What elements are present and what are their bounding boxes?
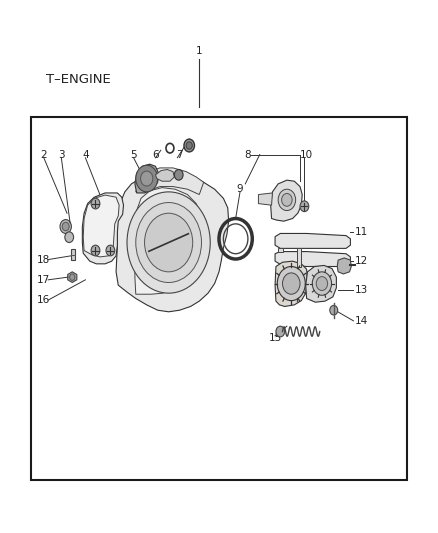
Text: 17: 17 (37, 275, 50, 285)
Polygon shape (135, 164, 159, 193)
Polygon shape (68, 272, 77, 282)
Polygon shape (71, 249, 75, 260)
Text: 10: 10 (300, 150, 313, 159)
Polygon shape (116, 175, 229, 312)
Polygon shape (275, 233, 350, 248)
Circle shape (184, 139, 194, 152)
Circle shape (276, 326, 285, 337)
Circle shape (106, 245, 115, 256)
Polygon shape (83, 195, 119, 257)
Polygon shape (275, 252, 350, 266)
Circle shape (300, 201, 309, 212)
Text: 7: 7 (176, 150, 183, 159)
Text: 2: 2 (40, 150, 47, 159)
Circle shape (282, 193, 292, 206)
Text: 3: 3 (58, 150, 65, 159)
Text: 16: 16 (37, 295, 50, 305)
Polygon shape (337, 258, 351, 274)
Text: 4: 4 (82, 150, 89, 159)
Text: 9: 9 (237, 184, 244, 193)
Circle shape (136, 165, 158, 192)
Text: 12: 12 (355, 256, 368, 266)
Polygon shape (306, 265, 336, 302)
Text: 13: 13 (355, 286, 368, 295)
Circle shape (141, 171, 153, 186)
Circle shape (312, 272, 332, 295)
Circle shape (65, 232, 74, 243)
Polygon shape (135, 188, 202, 294)
Circle shape (62, 222, 69, 231)
Polygon shape (278, 248, 283, 252)
Circle shape (136, 203, 201, 282)
Text: 11: 11 (355, 227, 368, 237)
Circle shape (60, 220, 71, 233)
Circle shape (330, 305, 338, 315)
Text: 8: 8 (244, 150, 251, 159)
Circle shape (283, 273, 300, 294)
Bar (31, 117, 407, 480)
Text: 6: 6 (152, 150, 159, 159)
Circle shape (278, 189, 296, 211)
Polygon shape (136, 168, 204, 195)
Circle shape (186, 142, 192, 149)
Circle shape (91, 245, 100, 256)
Circle shape (277, 266, 305, 301)
Text: 5: 5 (130, 150, 137, 159)
Polygon shape (271, 180, 302, 221)
Polygon shape (82, 193, 124, 264)
Text: T–ENGINE: T–ENGINE (46, 72, 111, 86)
Text: 14: 14 (355, 316, 368, 326)
Circle shape (70, 274, 75, 280)
Polygon shape (297, 248, 301, 266)
Text: 1: 1 (196, 46, 203, 56)
Polygon shape (258, 193, 272, 205)
Circle shape (316, 277, 328, 290)
Text: 15: 15 (268, 334, 282, 343)
Polygon shape (155, 169, 174, 181)
Circle shape (145, 213, 193, 272)
Text: 18: 18 (37, 255, 50, 264)
Circle shape (91, 198, 100, 209)
Circle shape (127, 192, 210, 293)
Polygon shape (275, 261, 307, 306)
Circle shape (174, 169, 183, 180)
